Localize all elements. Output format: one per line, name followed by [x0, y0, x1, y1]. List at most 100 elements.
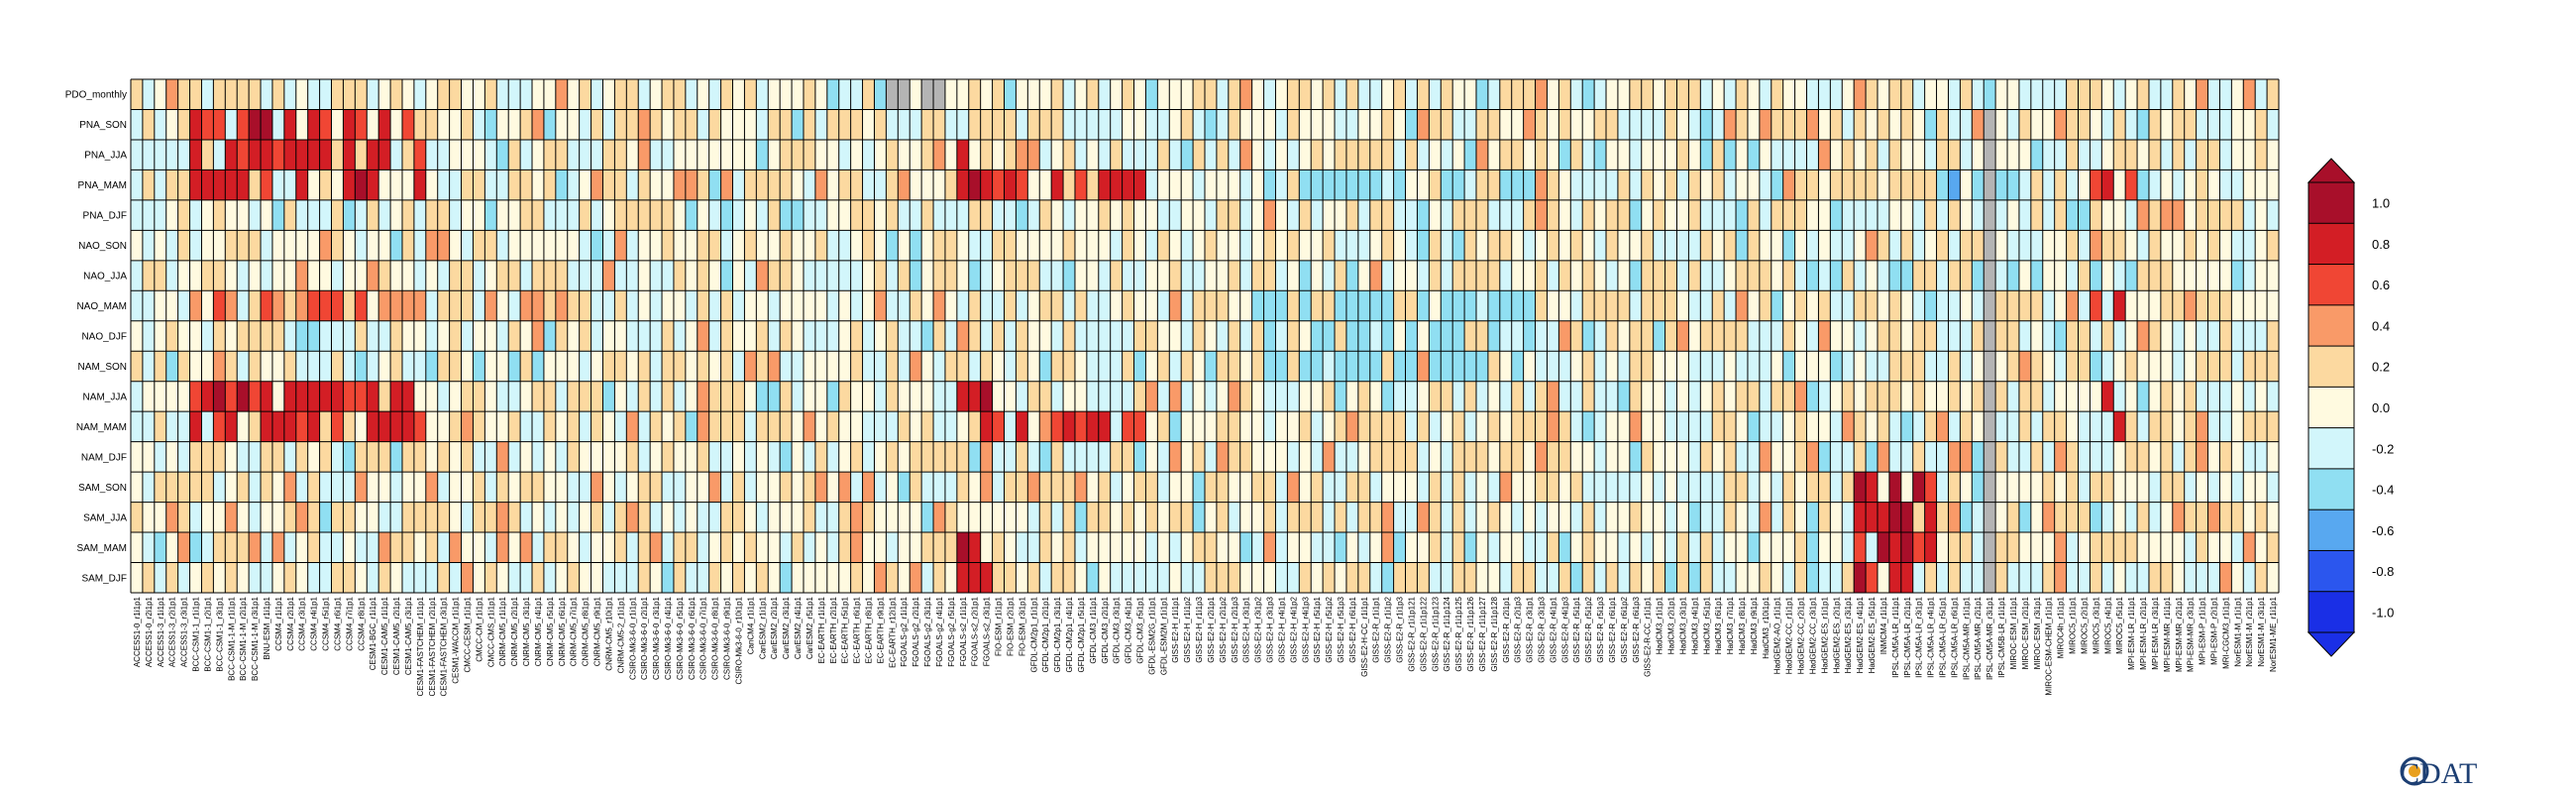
heatmap-cell	[473, 562, 485, 594]
heatmap-cell	[283, 472, 297, 503]
heatmap-cell	[1157, 351, 1170, 383]
heatmap-cell	[1664, 109, 1677, 141]
heatmap-cell	[1629, 411, 1643, 442]
heatmap-cell	[650, 199, 663, 231]
heatmap-cell	[1039, 199, 1052, 231]
heatmap-cell	[2255, 290, 2268, 322]
heatmap-cell	[1782, 260, 1795, 291]
heatmap-cell	[295, 230, 308, 262]
heatmap-cell	[378, 320, 391, 352]
heatmap-cell	[1712, 260, 1725, 291]
heatmap-cell	[1133, 199, 1146, 231]
heatmap-cell	[2054, 230, 2067, 262]
heatmap-cell	[956, 199, 970, 231]
heatmap-cell	[1323, 562, 1336, 594]
heatmap-cell	[177, 441, 190, 473]
heatmap-cell	[1617, 351, 1631, 383]
heatmap-cell	[1617, 320, 1631, 352]
heatmap-cell	[780, 79, 793, 110]
heatmap-cell	[319, 109, 332, 141]
heatmap-cell	[1877, 502, 1890, 533]
heatmap-cell	[1594, 351, 1607, 383]
heatmap-cell	[2231, 320, 2244, 352]
heatmap-cell	[496, 260, 509, 291]
heatmap-cell	[1369, 79, 1382, 110]
heatmap-cell	[874, 381, 887, 412]
heatmap-cell	[1700, 290, 1713, 322]
heatmap-cell	[590, 411, 603, 442]
heatmap-cell	[555, 532, 569, 563]
heatmap-cell	[1369, 381, 1382, 412]
heatmap-cell	[532, 411, 545, 442]
heatmap-cell	[1464, 139, 1477, 170]
heatmap-cell	[685, 411, 698, 442]
column-label: CESM1-FASTCHEM_r2i1p1	[428, 596, 437, 696]
heatmap-cell	[910, 441, 922, 473]
heatmap-cell	[1122, 502, 1134, 533]
heatmap-cell	[732, 199, 745, 231]
heatmap-cell	[1335, 351, 1347, 383]
heatmap-cell	[1830, 472, 1843, 503]
heatmap-cell	[283, 502, 297, 533]
heatmap-cell	[1924, 472, 1937, 503]
heatmap-cell	[1842, 230, 1855, 262]
heatmap-cell	[2054, 199, 2067, 231]
heatmap-cell	[968, 139, 981, 170]
heatmap-cell	[1653, 502, 1665, 533]
heatmap-cell	[992, 351, 1005, 383]
heatmap-cell	[732, 260, 745, 291]
heatmap-cell	[2160, 320, 2174, 352]
heatmap-cell	[650, 170, 663, 201]
heatmap-cell	[1181, 472, 1194, 503]
heatmap-cell	[201, 472, 214, 503]
heatmap-cell	[2196, 199, 2208, 231]
heatmap-cell	[1888, 381, 1902, 412]
heatmap-cell	[1888, 79, 1902, 110]
heatmap-cell	[1429, 79, 1442, 110]
heatmap-cell	[449, 139, 462, 170]
heatmap-cell	[237, 79, 250, 110]
heatmap-cell	[1393, 79, 1406, 110]
heatmap-cell	[307, 139, 320, 170]
column-label: CMCC-CMS_r1i1p1	[486, 596, 495, 667]
heatmap-cell	[2030, 502, 2044, 533]
heatmap-cell	[237, 199, 250, 231]
heatmap-cell	[1653, 411, 1665, 442]
heatmap-cell	[708, 381, 721, 412]
heatmap-cell	[2231, 290, 2244, 322]
heatmap-cell	[367, 170, 379, 201]
heatmap-cell	[673, 260, 687, 291]
heatmap-cell	[496, 411, 509, 442]
heatmap-cell	[1181, 109, 1194, 141]
heatmap-cell	[579, 532, 591, 563]
heatmap-cell	[638, 109, 651, 141]
heatmap-cell	[921, 170, 934, 201]
heatmap-cell	[1606, 381, 1619, 412]
heatmap-cell	[1523, 411, 1536, 442]
heatmap-cell	[2219, 260, 2232, 291]
heatmap-cell	[1335, 79, 1347, 110]
heatmap-cell	[850, 199, 863, 231]
heatmap-cell	[838, 170, 851, 201]
heatmap-cell	[1771, 79, 1783, 110]
heatmap-cell	[1323, 472, 1336, 503]
heatmap-cell	[1794, 472, 1807, 503]
heatmap-cell	[1582, 170, 1595, 201]
heatmap-cell	[1169, 290, 1182, 322]
heatmap-cell	[1228, 230, 1241, 262]
heatmap-cell	[2231, 230, 2244, 262]
heatmap-cell	[201, 79, 214, 110]
heatmap-cell	[1487, 260, 1501, 291]
heatmap-cell	[1972, 411, 1985, 442]
heatmap-cell	[1936, 260, 1949, 291]
heatmap-cell	[1547, 260, 1559, 291]
heatmap-cell	[355, 532, 368, 563]
heatmap-cell	[2243, 381, 2256, 412]
heatmap-cell	[2030, 441, 2044, 473]
heatmap-cell	[673, 472, 687, 503]
heatmap-cell	[1039, 290, 1052, 322]
heatmap-cell	[496, 109, 509, 141]
heatmap-cell	[1629, 199, 1643, 231]
heatmap-cell	[814, 260, 828, 291]
heatmap-cell	[1475, 502, 1489, 533]
